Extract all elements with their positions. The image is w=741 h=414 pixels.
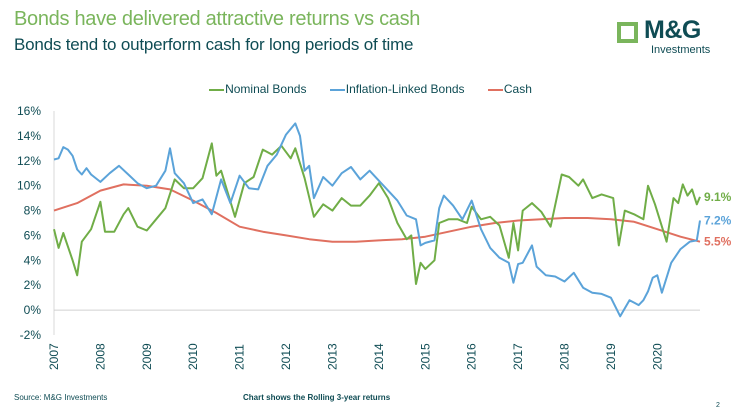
y-tick-label: 16% <box>17 104 41 118</box>
end-value-label: 9.1% <box>704 190 732 204</box>
x-tick-label: 2010 <box>186 343 200 370</box>
y-tick-label: 10% <box>17 179 41 193</box>
chart-footnote: Chart shows the Rolling 3-year returns <box>243 393 391 402</box>
y-tick-label: 0% <box>24 303 42 317</box>
end-value-label: 7.2% <box>704 214 732 228</box>
series-line-nominal-bonds <box>53 142 701 285</box>
y-tick-label: 14% <box>17 129 41 143</box>
source-note: Source: M&G Investments <box>14 393 108 402</box>
slide-title: Bonds have delivered attractive returns … <box>14 8 421 30</box>
x-tick-label: 2020 <box>650 343 664 370</box>
x-tick-label: 2017 <box>511 343 525 370</box>
y-tick-label: -2% <box>20 328 42 342</box>
logo-square-icon <box>617 22 638 43</box>
end-value-label: 5.5% <box>704 235 732 249</box>
x-tick-label: 2014 <box>372 343 386 370</box>
mg-logo: M&G Investments <box>617 16 727 60</box>
x-tick-label: 2013 <box>325 343 339 370</box>
x-tick-label: 2016 <box>465 343 479 370</box>
x-tick-label: 2015 <box>418 343 432 370</box>
chart-legend: Nominal Bonds Inflation-Linked Bonds Cas… <box>0 82 741 96</box>
y-tick-label: 8% <box>24 204 42 218</box>
x-tick-label: 2009 <box>140 343 154 370</box>
x-tick-label: 2011 <box>233 344 247 370</box>
x-tick-label: 2008 <box>93 343 107 370</box>
y-tick-label: 2% <box>24 278 42 292</box>
page-number: 2 <box>716 402 720 409</box>
x-tick-label: 2019 <box>604 343 618 370</box>
series-line-cash <box>53 183 701 243</box>
legend-swatch <box>329 88 345 91</box>
x-tick-label: 2007 <box>47 343 61 370</box>
series-line-inflation-linked-bonds <box>53 122 701 318</box>
y-tick-label: 6% <box>24 228 42 242</box>
y-tick-label: 4% <box>24 253 42 267</box>
legend-item-cash: Cash <box>487 82 532 96</box>
legend-item-inflation-linked: Inflation-Linked Bonds <box>329 82 465 96</box>
logo-subtext: Investments <box>651 44 711 56</box>
legend-label: Cash <box>503 82 532 96</box>
y-tick-label: 12% <box>17 154 41 168</box>
x-tick-label: 2018 <box>557 343 571 370</box>
slide-subtitle: Bonds tend to outperform cash for long p… <box>14 35 414 54</box>
x-tick-label: 2012 <box>279 343 293 370</box>
legend-item-nominal: Nominal Bonds <box>209 82 306 96</box>
logo-text: M&G <box>644 16 701 44</box>
legend-swatch <box>209 88 225 91</box>
legend-swatch <box>487 88 503 91</box>
legend-label: Nominal Bonds <box>225 82 307 96</box>
legend-label: Inflation-Linked Bonds <box>345 82 465 96</box>
